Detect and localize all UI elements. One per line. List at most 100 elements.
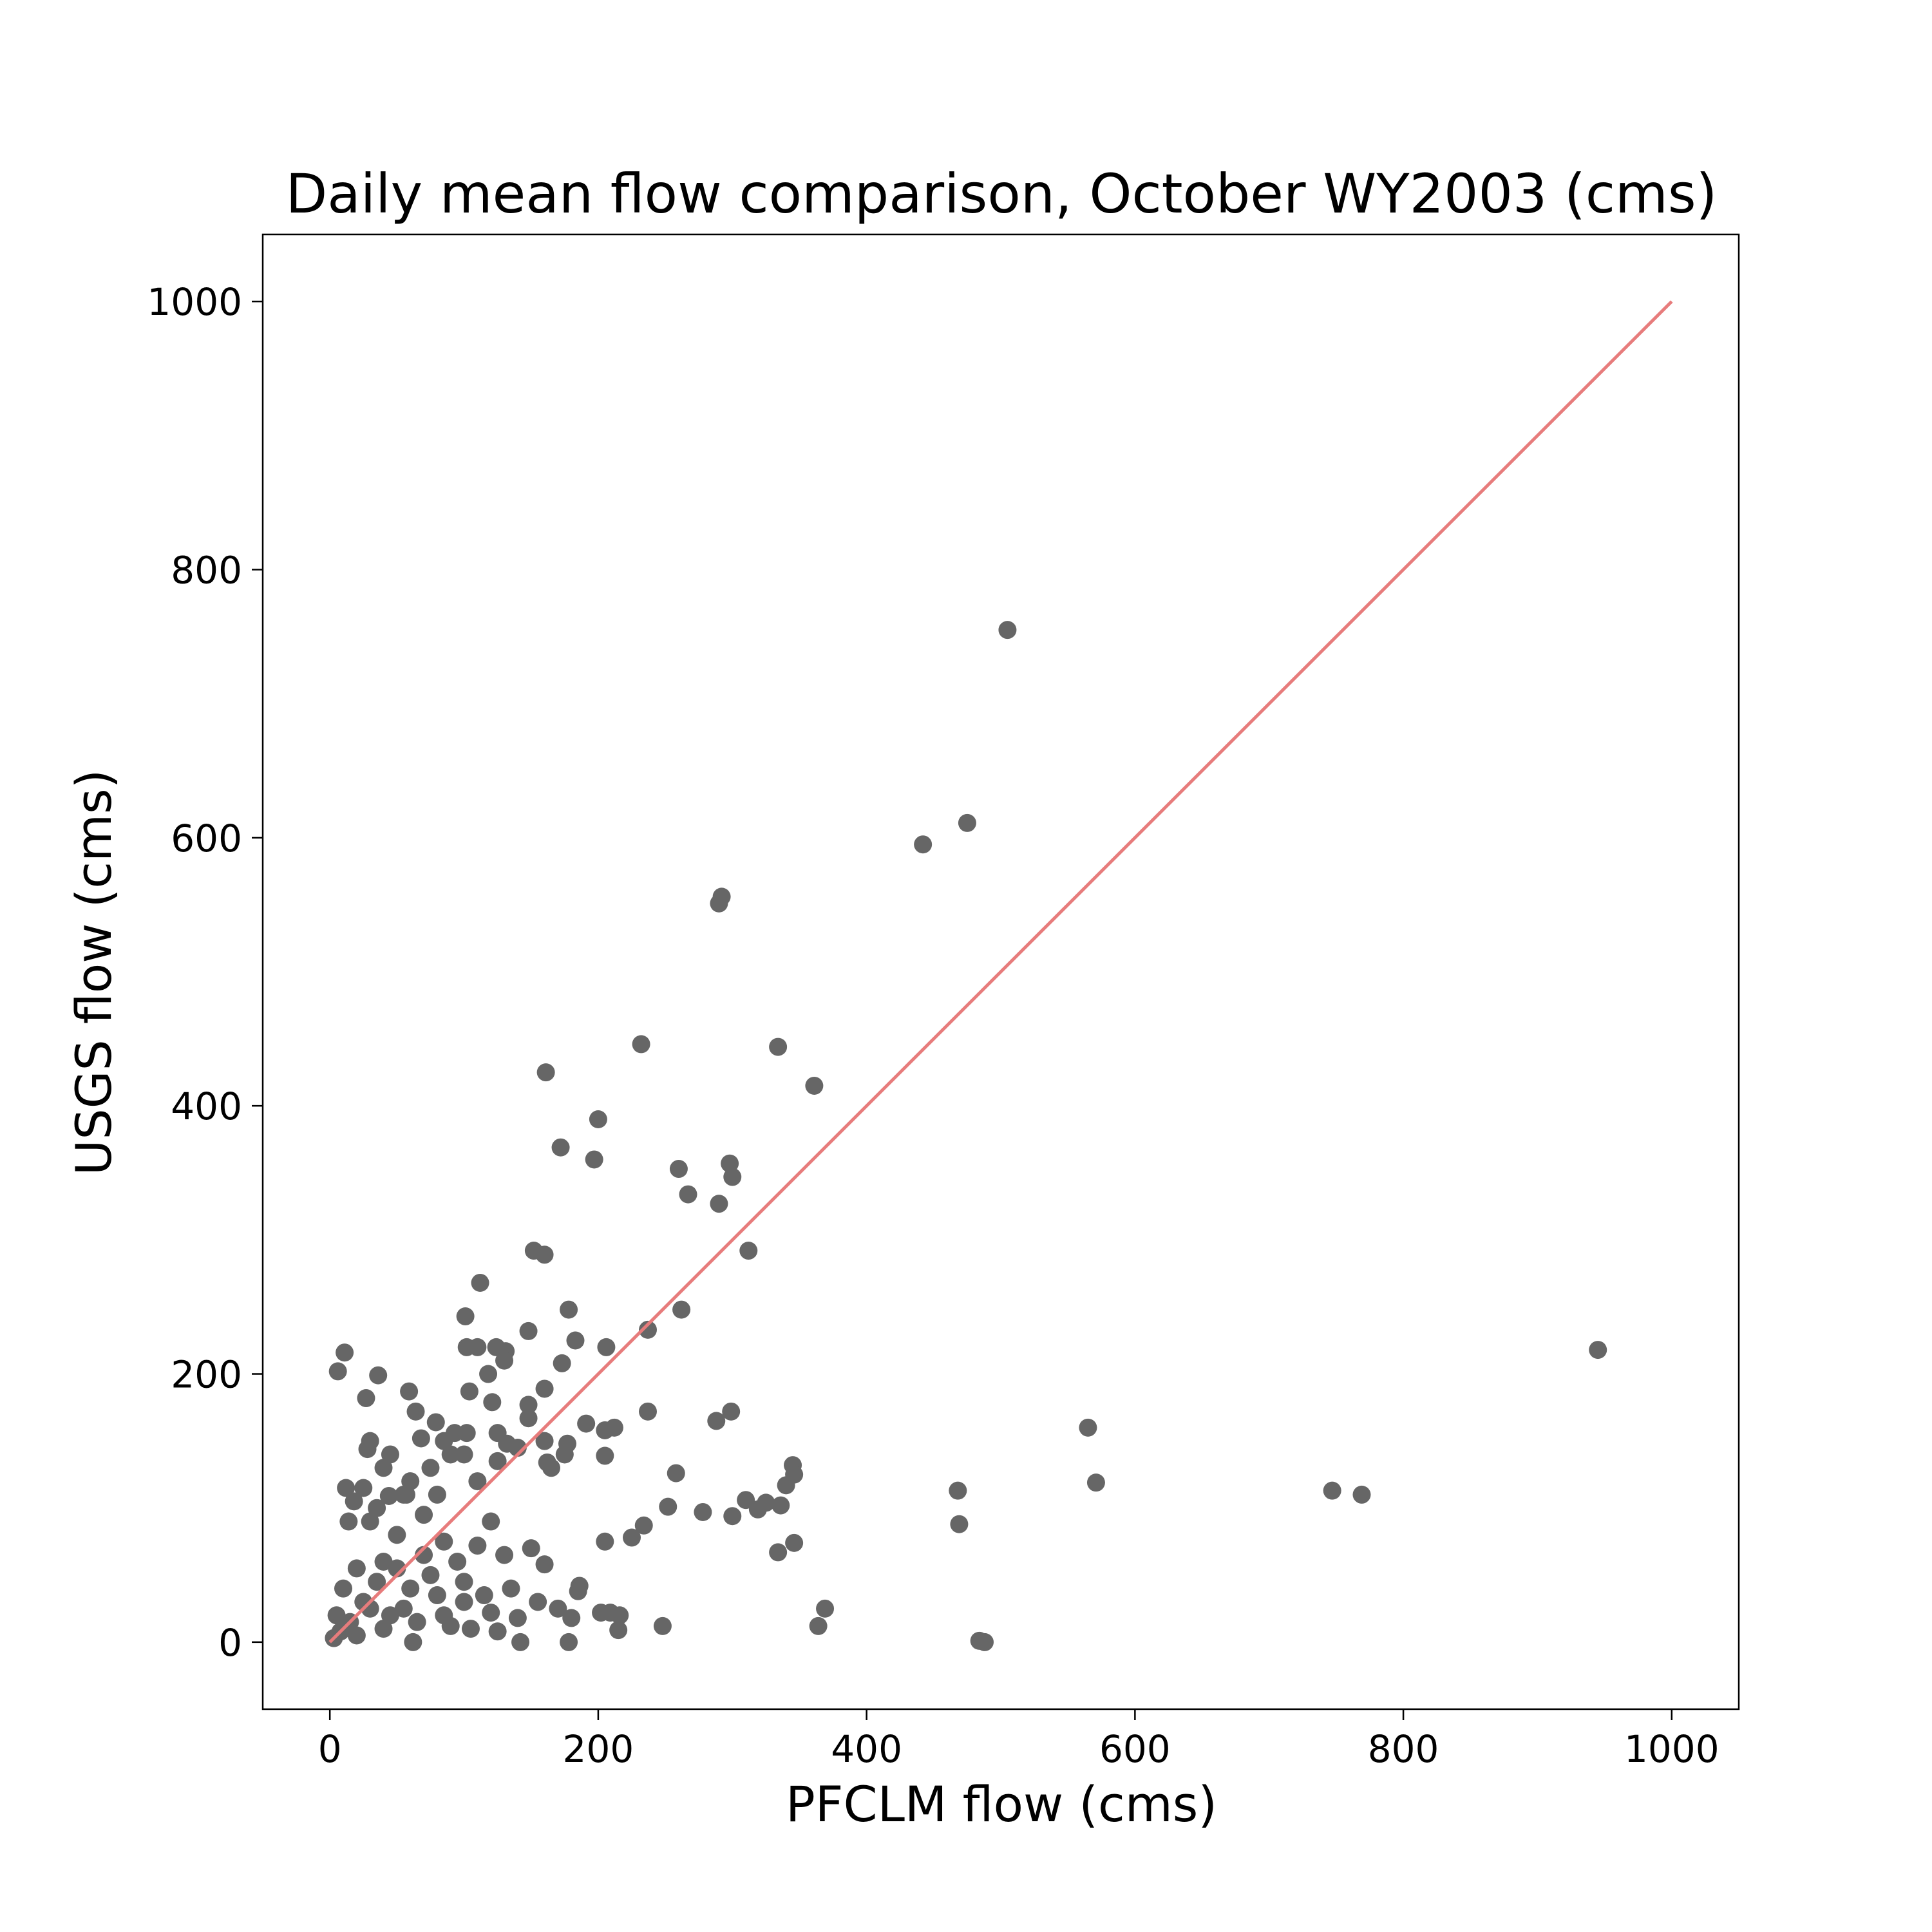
scatter-point	[347, 1559, 366, 1578]
scatter-point	[482, 1512, 500, 1531]
scatter-point	[769, 1037, 788, 1056]
scatter-point	[421, 1459, 440, 1477]
scatter-point	[549, 1599, 567, 1618]
scatter-point	[361, 1599, 379, 1618]
scatter-point	[374, 1553, 393, 1571]
scatter-point	[748, 1500, 767, 1519]
plot-area-frame	[261, 233, 1740, 1710]
scatter-point	[589, 1110, 607, 1128]
scatter-point	[639, 1402, 658, 1421]
scatter-point	[529, 1593, 547, 1611]
scatter-point	[769, 1543, 788, 1562]
scatter-point	[975, 1633, 994, 1651]
scatter-point	[379, 1486, 398, 1505]
scatter-point	[456, 1307, 475, 1326]
scatter-point	[634, 1516, 653, 1535]
scatter-point	[511, 1633, 530, 1651]
axis-ticks: 0 200 400 600 800 1000 0 200 400 600 800 1000	[147, 280, 1719, 1771]
scatter-point	[562, 1609, 581, 1627]
scatter-point	[495, 1546, 514, 1564]
scatter-point	[785, 1533, 804, 1552]
scatter-point	[623, 1528, 641, 1547]
scatter-point	[772, 1496, 790, 1515]
scatter-point	[949, 1481, 967, 1500]
scatter-point	[415, 1546, 433, 1564]
scatter-point	[639, 1320, 658, 1339]
scatter-point	[482, 1604, 500, 1622]
scatter-point	[388, 1526, 406, 1544]
scatter-point	[667, 1464, 685, 1482]
scatter-point	[672, 1300, 691, 1319]
y-axis-label: USGS flow (cms)	[65, 770, 122, 1176]
scatter-point	[461, 1620, 480, 1638]
reference-line-layer	[328, 300, 1673, 1643]
scatter-point	[479, 1365, 498, 1383]
scatter-point	[585, 1150, 603, 1169]
scatter-point	[435, 1432, 453, 1450]
scatter-point	[723, 1168, 742, 1186]
scatter-point	[337, 1479, 355, 1497]
scatter-point	[694, 1502, 712, 1521]
scatter-point	[542, 1459, 560, 1477]
x-tick-label: 1000	[1624, 1727, 1719, 1771]
scatter-point	[400, 1382, 419, 1401]
scatter-point	[460, 1382, 478, 1401]
data-points	[325, 621, 1607, 1651]
scatter-point	[1086, 1473, 1105, 1492]
scatter-point	[468, 1537, 487, 1555]
scatter-point	[455, 1573, 473, 1591]
x-axis-label: PFCLM flow (cms)	[786, 1776, 1217, 1833]
scatter-point	[669, 1160, 688, 1179]
one-to-one-line	[328, 300, 1673, 1643]
scatter-point	[566, 1331, 585, 1350]
scatter-point	[577, 1414, 596, 1433]
scatter-point	[551, 1138, 570, 1157]
scatter-point	[428, 1586, 446, 1605]
scatter-point	[519, 1409, 538, 1428]
scatter-point	[471, 1273, 489, 1292]
scatter-point	[388, 1559, 406, 1578]
scatter-point	[336, 1343, 354, 1362]
scatter-point	[334, 1579, 353, 1598]
scatter-point	[653, 1616, 672, 1635]
scatter-point	[809, 1616, 828, 1635]
scatter-point	[394, 1485, 413, 1504]
y-tick-label: 200	[171, 1353, 242, 1397]
scatter-point	[328, 1362, 347, 1381]
scatter-point	[522, 1539, 540, 1558]
scatter-point	[502, 1579, 520, 1598]
scatter-point	[597, 1338, 616, 1356]
scatter-point	[401, 1579, 420, 1598]
scatter-point	[535, 1245, 554, 1264]
scatter-point	[455, 1593, 473, 1611]
scatter-point	[488, 1622, 507, 1641]
scatter-point	[950, 1515, 969, 1533]
scatter-point	[679, 1185, 697, 1204]
scatter-point	[374, 1620, 393, 1638]
scatter-point	[381, 1445, 399, 1464]
y-tick-label: 800	[171, 548, 242, 592]
scatter-point	[426, 1413, 445, 1432]
scatter-point	[508, 1439, 527, 1457]
scatter-point	[596, 1421, 614, 1439]
scatter-point	[609, 1621, 628, 1640]
scatter-point	[339, 1512, 358, 1531]
y-tick-label: 1000	[147, 280, 242, 324]
scatter-point	[488, 1452, 507, 1470]
scatter-point	[408, 1613, 426, 1631]
scatter-point	[535, 1379, 554, 1398]
scatter-point	[495, 1351, 514, 1370]
x-tick-label: 200	[563, 1727, 634, 1771]
scatter-point	[354, 1479, 373, 1497]
scatter-point	[721, 1154, 739, 1173]
scatter-point	[535, 1555, 554, 1574]
scatter-point	[415, 1506, 433, 1524]
scatter-point	[710, 894, 728, 913]
scatter-point	[345, 1492, 363, 1511]
x-tick-label: 800	[1368, 1727, 1439, 1771]
scatter-point	[368, 1499, 386, 1517]
scatter-point	[998, 621, 1017, 639]
scatter-point	[327, 1606, 346, 1625]
scatter-point	[659, 1497, 677, 1516]
